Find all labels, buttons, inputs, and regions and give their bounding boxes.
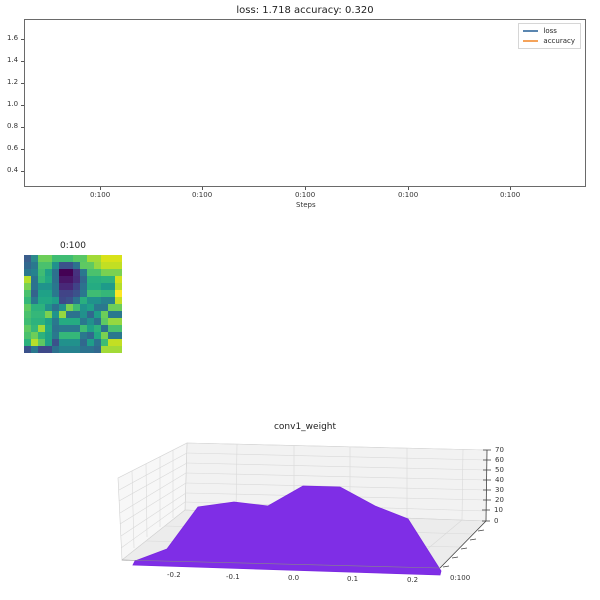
conv1-weight-area — [132, 485, 442, 576]
ytick-mark — [21, 149, 24, 150]
ytick-label: 1.4 — [7, 56, 19, 64]
legend-label-accuracy: accuracy — [543, 37, 575, 45]
chart-legend: loss accuracy — [518, 23, 581, 49]
ytick-label: 1.2 — [7, 78, 19, 86]
ytick-mark — [21, 127, 24, 128]
image-panel-title: 0:100 — [60, 241, 86, 251]
ztick-label: 50 — [495, 466, 504, 474]
xtick-label-3d: 0.1 — [347, 575, 359, 583]
ztick-label: 20 — [495, 496, 504, 504]
loss-accuracy-axes: loss accuracy — [24, 19, 586, 187]
ytick-label: 1.6 — [7, 34, 19, 42]
xtick-mark — [305, 187, 306, 190]
ytick-mark — [21, 83, 24, 84]
legend-item-accuracy: accuracy — [523, 36, 575, 46]
xtick-label: 0:100 — [90, 191, 111, 199]
xtick-label: 0:100 — [192, 191, 213, 199]
ztick-label: 30 — [495, 486, 504, 494]
ztick-label: 10 — [494, 506, 503, 514]
xtick-label: 0:100 — [500, 191, 521, 199]
xtick-label-3d: 0.0 — [288, 574, 300, 582]
ytick-label-3d: 0:100 — [450, 574, 471, 582]
ytick-label: 0.6 — [7, 144, 19, 152]
accuracy-line-swatch — [523, 40, 539, 42]
ztick-label: 60 — [495, 456, 504, 464]
ytick-label: 0.4 — [7, 166, 19, 174]
ztick-label: 40 — [495, 476, 504, 484]
legend-label-loss: loss — [543, 27, 557, 35]
xtick-label-3d: -0.2 — [167, 571, 181, 579]
ytick-mark — [21, 105, 24, 106]
ytick-mark — [21, 39, 24, 40]
xtick-label: 0:100 — [295, 191, 316, 199]
ztick-label: 0 — [494, 517, 499, 525]
activation-heatmap — [24, 255, 122, 353]
ytick-label: 0.8 — [7, 122, 19, 130]
xtick-label-3d: 0.2 — [407, 576, 419, 584]
ztick-label: 70 — [495, 446, 504, 454]
xtick-label-3d: -0.1 — [226, 573, 240, 581]
xtick-mark — [202, 187, 203, 190]
xtick-mark — [510, 187, 511, 190]
legend-item-loss: loss — [523, 26, 575, 36]
ytick-mark — [21, 61, 24, 62]
ytick-mark — [21, 171, 24, 172]
xtick-mark — [100, 187, 101, 190]
loss-line-swatch — [523, 30, 539, 32]
x-axis-label: Steps — [296, 201, 316, 209]
top-chart-title: loss: 1.718 accuracy: 0.320 — [236, 5, 374, 16]
ytick-label: 1.0 — [7, 100, 19, 108]
surface-chart-title: conv1_weight — [273, 422, 337, 432]
xtick-mark — [408, 187, 409, 190]
xtick-label: 0:100 — [398, 191, 419, 199]
